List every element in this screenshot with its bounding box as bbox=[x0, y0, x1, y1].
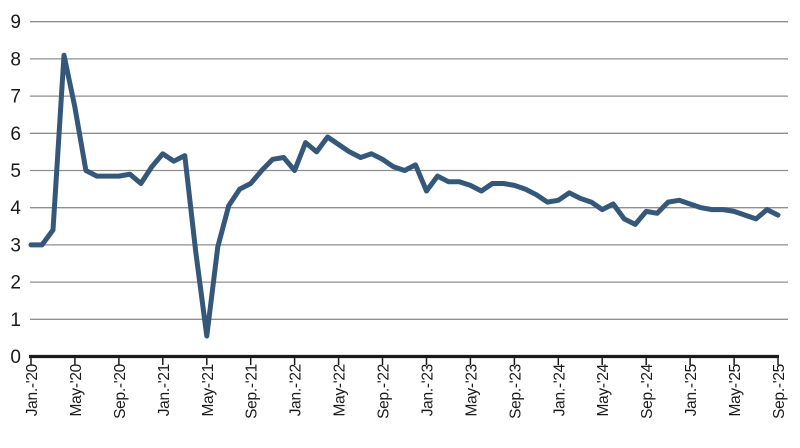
x-tick-label: Sep.-'23 bbox=[507, 364, 524, 419]
x-tick-label: May-'22 bbox=[332, 364, 349, 417]
y-tick-label: 5 bbox=[10, 161, 21, 182]
x-tick-label: Sep.-'22 bbox=[376, 364, 393, 419]
y-tick-label: 6 bbox=[10, 124, 21, 145]
x-tick-label: May-'25 bbox=[727, 364, 744, 417]
x-tick-label: Sep.-'24 bbox=[639, 363, 656, 419]
x-tick-label: Jan.-'23 bbox=[420, 364, 437, 416]
x-tick-label: Jan.-'22 bbox=[288, 364, 305, 416]
y-tick-label: 7 bbox=[10, 87, 21, 108]
x-tick-label: May-'21 bbox=[200, 364, 217, 417]
data-line bbox=[28, 52, 781, 339]
x-tick-label: Sep.-'25 bbox=[771, 364, 788, 419]
x-tick-label: May-'20 bbox=[68, 363, 85, 416]
y-tick-label: 2 bbox=[10, 273, 21, 294]
x-tick-label: Jan.-'21 bbox=[156, 364, 173, 416]
y-tick-label: 0 bbox=[10, 347, 21, 368]
x-tick-label: Sep.-'21 bbox=[244, 364, 261, 419]
x-tick-label: May-'24 bbox=[595, 363, 612, 416]
y-tick-label: 4 bbox=[10, 198, 21, 219]
x-tick-label: Sep.-'20 bbox=[112, 363, 129, 419]
y-tick-label: 1 bbox=[10, 310, 21, 331]
x-tick-label: Jan.-'24 bbox=[551, 363, 568, 416]
x-tick-label: May-'23 bbox=[463, 364, 480, 417]
y-tick-label: 9 bbox=[10, 12, 21, 33]
x-tick-label: Jan.-'25 bbox=[683, 364, 700, 416]
x-tick-label: Jan.-'20 bbox=[24, 363, 41, 416]
y-tick-label: 3 bbox=[10, 235, 21, 256]
y-tick-label: 8 bbox=[10, 49, 21, 70]
